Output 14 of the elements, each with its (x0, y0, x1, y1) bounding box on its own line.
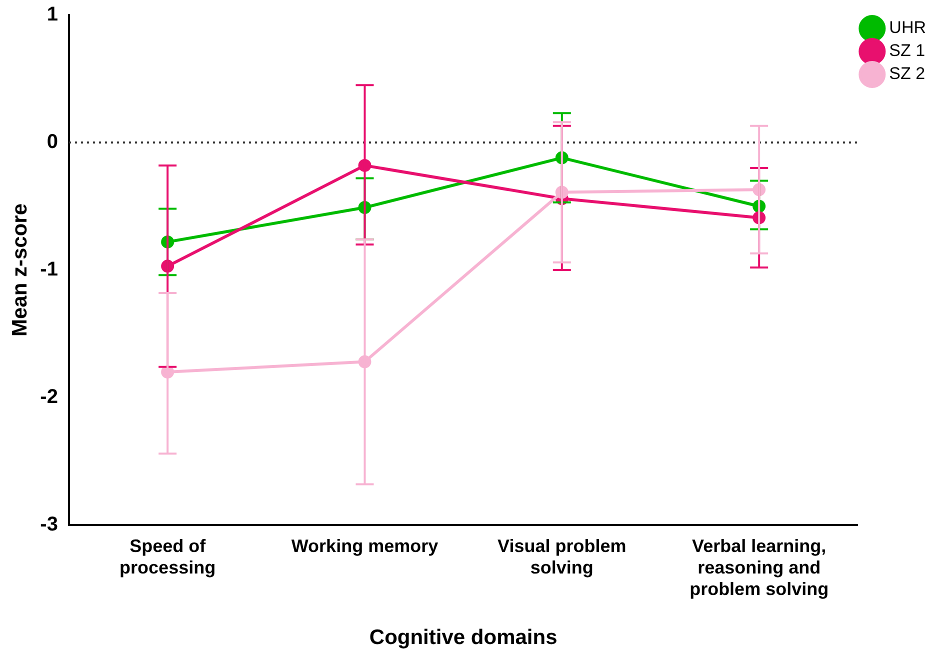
y-tick-label: -2 (40, 386, 58, 408)
x-tick-label: Verbal learning, reasoning and problem solving (690, 536, 829, 599)
legend-label: SZ 1 (889, 41, 926, 60)
legend-label: UHR (889, 18, 926, 38)
y-tick-label: -1 (40, 258, 58, 281)
x-tick-label: Visual problem solving (498, 536, 626, 578)
y-tick-label: 1 (46, 4, 58, 26)
legend-label: SZ 2 (889, 64, 926, 84)
x-tick-label: Working memory (291, 536, 438, 556)
y-tick-label: -3 (40, 514, 58, 536)
y-tick-label: 0 (46, 131, 58, 154)
x-tick-label: Speed of processing (120, 536, 216, 578)
x-axis-title: Cognitive domains (369, 626, 558, 650)
y-axis-title: Mean z-score (8, 203, 32, 337)
